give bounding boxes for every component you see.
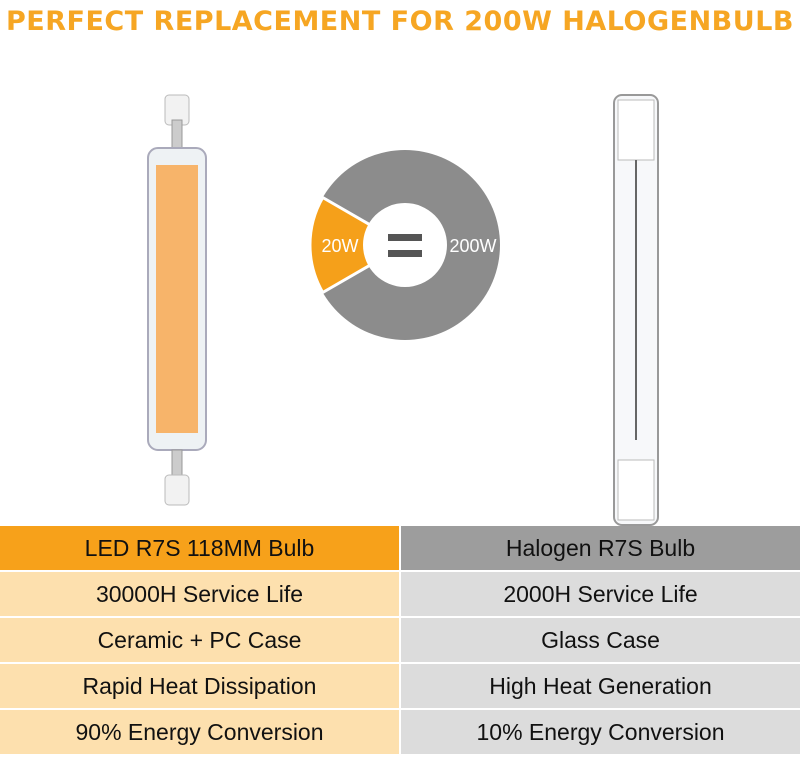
- title: PERFECT REPLACEMENT FOR 200W HALOGENBULB: [6, 6, 794, 37]
- table-cell: 2000H Service Life: [400, 571, 800, 618]
- table-row: Ceramic + PC Case Glass Case: [0, 617, 800, 664]
- table-cell: Rapid Heat Dissipation: [0, 663, 401, 710]
- table-cell: 10% Energy Conversion: [400, 709, 800, 756]
- power-donut: 20W 200W: [308, 150, 500, 340]
- table-cell: Ceramic + PC Case: [0, 617, 401, 664]
- table-cell: Glass Case: [400, 617, 800, 664]
- led-power-label: 20W: [321, 236, 358, 256]
- comparison-table: LED R7S 118MM Bulb Halogen R7S Bulb 30000H…: [0, 526, 800, 756]
- table-cell: High Heat Generation: [400, 663, 800, 710]
- table-cell: 90% Energy Conversion: [0, 709, 401, 756]
- table-cell: 30000H Service Life: [0, 571, 401, 618]
- header-cell: LED R7S 118MM Bulb: [0, 526, 401, 572]
- halogen-power-label: 200W: [449, 236, 496, 256]
- table-row: 90% Energy Conversion 10% Energy Conversi…: [0, 709, 800, 756]
- table-row: Rapid Heat Dissipation High Heat Generati…: [0, 663, 800, 710]
- table-row: 30000H Service Life 2000H Service Life: [0, 571, 800, 618]
- led-bulb: [147, 94, 207, 506]
- table-row: LED R7S 118MM Bulb Halogen R7S Bulb: [0, 526, 800, 572]
- header-cell: Halogen R7S Bulb: [400, 526, 800, 572]
- halogen-bulb: [613, 94, 659, 526]
- illustration: 20W 200W: [147, 94, 659, 526]
